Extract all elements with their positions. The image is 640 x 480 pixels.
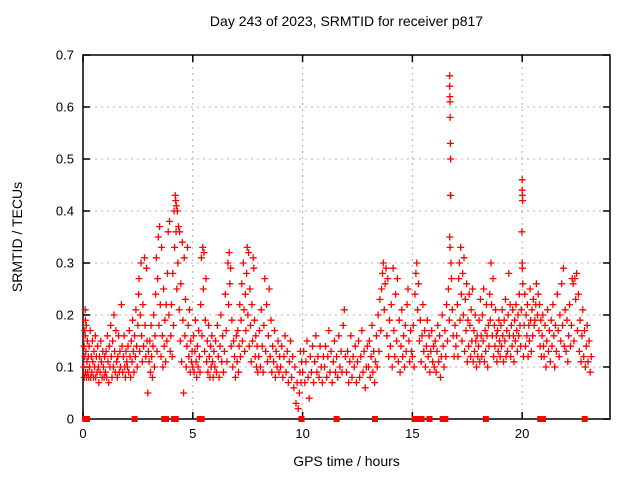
svg-text:0.1: 0.1 [56, 360, 74, 375]
svg-text:0: 0 [79, 426, 86, 441]
chart-title: Day 243 of 2023, SRMTID for receiver p81… [209, 13, 484, 29]
svg-text:0: 0 [67, 412, 74, 427]
svg-text:0.6: 0.6 [56, 100, 74, 115]
svg-text:15: 15 [405, 426, 419, 441]
svg-text:0.2: 0.2 [56, 308, 74, 323]
svg-text:10: 10 [295, 426, 309, 441]
svg-text:0.7: 0.7 [56, 48, 74, 63]
svg-text:0.3: 0.3 [56, 256, 74, 271]
svg-text:0.4: 0.4 [56, 204, 74, 219]
svg-text:20: 20 [515, 426, 529, 441]
svg-text:5: 5 [189, 426, 196, 441]
svg-text:0.5: 0.5 [56, 152, 74, 167]
x-axis-label: GPS time / hours [293, 453, 400, 469]
